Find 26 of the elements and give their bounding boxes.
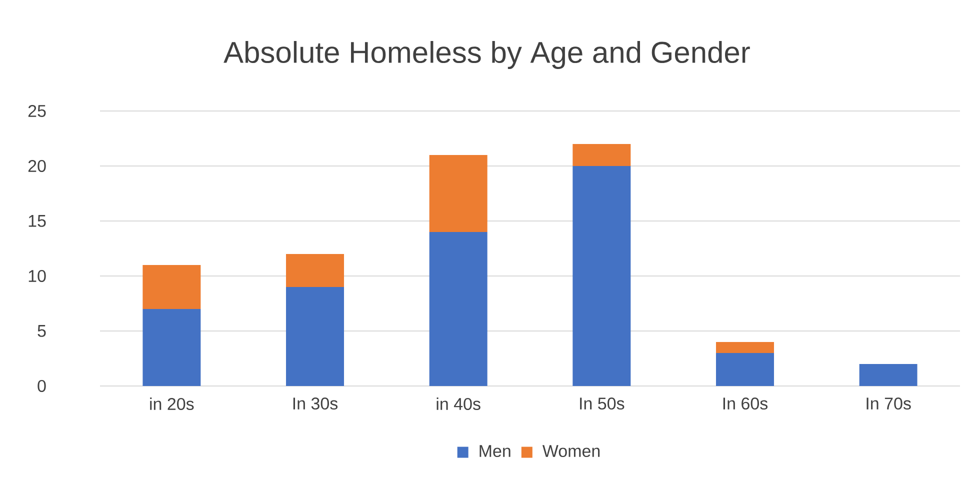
bar: [429, 154, 488, 232]
bar: [716, 342, 774, 353]
x-tick-label: In 50s: [580, 398, 624, 410]
x-tick-label: In 30s: [293, 398, 338, 410]
bar: [429, 232, 488, 386]
bar: [142, 264, 201, 309]
legend-label: Women: [542, 445, 600, 458]
y-tick-label: 25: [28, 104, 46, 118]
bar: [716, 352, 774, 386]
y-tick-label: 10: [28, 270, 46, 282]
y-tick-label: 0: [38, 380, 46, 392]
bar: [286, 286, 344, 386]
bar: [572, 144, 631, 166]
bar: [572, 166, 631, 386]
bar: [859, 364, 918, 386]
chart-title: Absolute Homeless by Age and Gender: [224, 41, 750, 69]
y-tick-label: 15: [28, 215, 46, 227]
x-tick-label: In 60s: [723, 398, 768, 410]
x-tick-label: In 70s: [866, 398, 911, 410]
legend-label: Men: [480, 445, 510, 458]
x-tick-label: in 40s: [436, 398, 480, 410]
x-tick-label: in 20s: [150, 398, 194, 410]
bar: [286, 254, 344, 287]
y-tick-label: 20: [28, 160, 46, 172]
bar: [142, 308, 201, 386]
y-tick-label: 5: [38, 325, 46, 337]
